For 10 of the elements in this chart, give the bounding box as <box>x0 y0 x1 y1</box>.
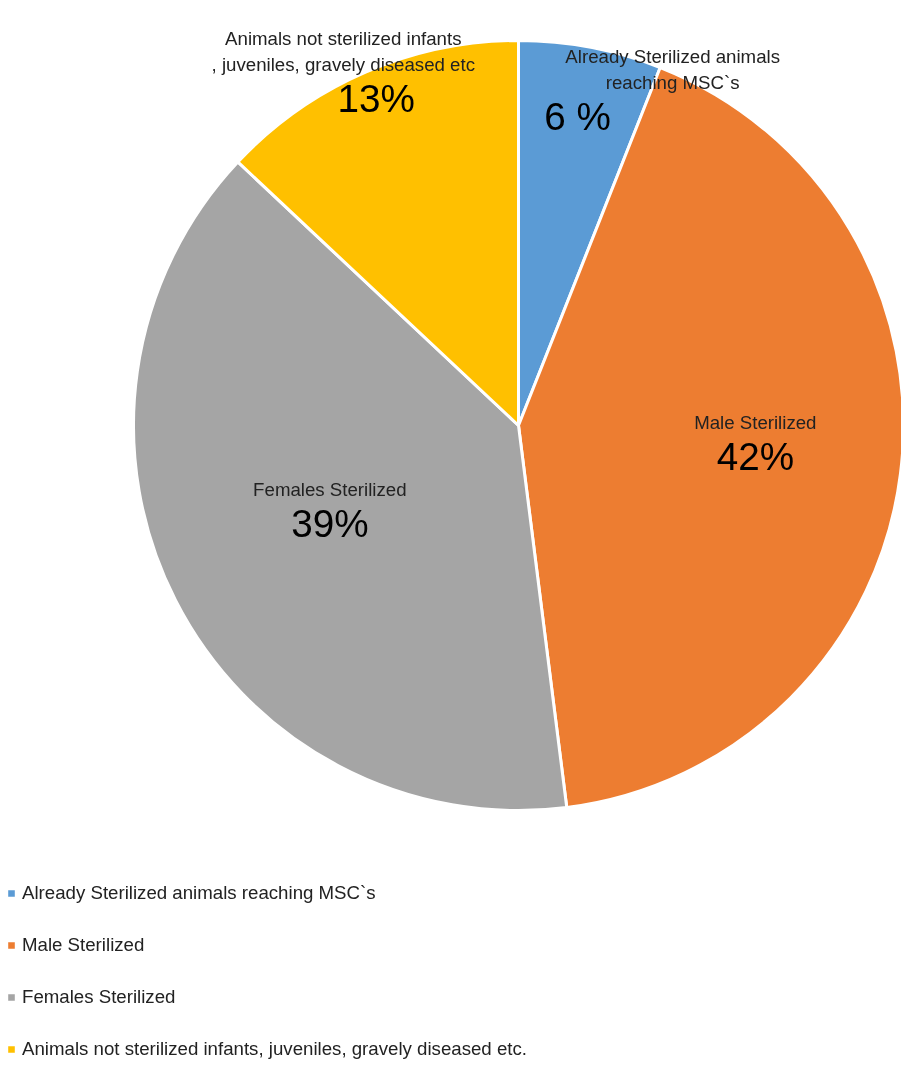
data-label: 13% <box>337 76 415 120</box>
data-label: 39% <box>291 501 369 545</box>
text: Male Sterilized <box>694 412 817 434</box>
data-label: 42% <box>716 435 795 479</box>
legend-label: Male Sterilized <box>22 934 145 956</box>
legend-label: Already Sterilized animals reaching MSC`s <box>22 882 376 904</box>
text: Females Sterilized <box>253 478 407 500</box>
legend-label: Animals not sterilized infants, juveniles, gravely diseased etc. <box>22 1038 528 1060</box>
data-label: 6 % <box>544 95 611 139</box>
legend-label: Females Sterilized <box>22 986 176 1008</box>
